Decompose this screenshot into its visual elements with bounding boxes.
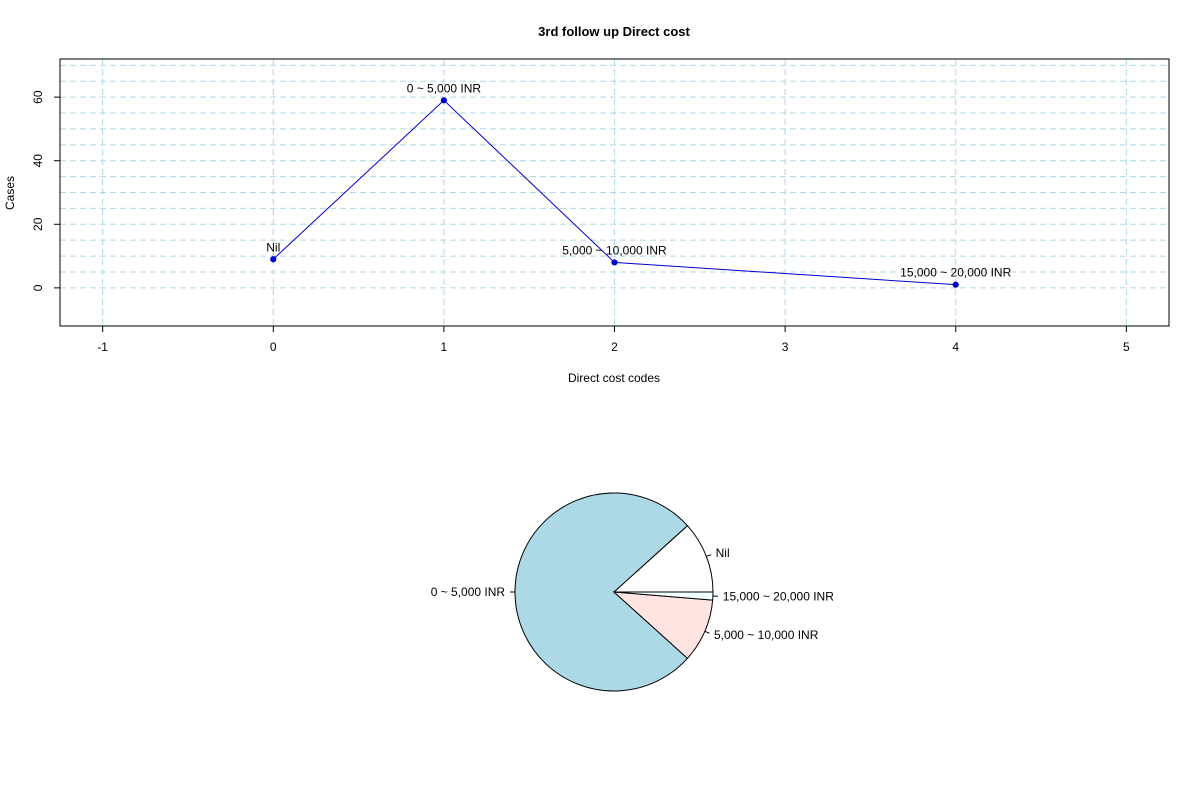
grid (60, 59, 1169, 326)
x-tick-label: 5 (1123, 340, 1130, 354)
pie-label: Nil (716, 546, 730, 560)
data-label: 0 ~ 5,000 INR (407, 81, 482, 95)
pie-slice (612, 524, 714, 593)
data-label: 15,000 ~ 20,000 INR (900, 266, 1011, 280)
data-point (952, 281, 959, 288)
x-tick-label: 3 (782, 340, 789, 354)
pie-label: 0 ~ 5,000 INR (431, 585, 506, 599)
x-tick-label: 1 (441, 340, 448, 354)
data-label: 5,000 ~ 10,000 INR (562, 243, 667, 257)
series-cases: Nil 0 ~ 5,000 INR 5,000 ~ 10,000 INR 15,000… (266, 81, 1012, 288)
data-point (611, 259, 618, 266)
x-tick-label: 2 (611, 340, 618, 354)
x-axis-label: Direct cost codes (568, 371, 660, 385)
x-tick-label: 0 (270, 340, 277, 354)
y-tick-label: 0 (31, 284, 45, 291)
chart-title: 3rd follow up Direct cost (538, 24, 690, 39)
x-axis: -1 0 1 2 3 4 5 (97, 326, 1130, 354)
data-label: Nil (266, 240, 280, 254)
pie-chart: Nil 0 ~ 5,000 INR 5,000 ~ 10,000 INR 15,000… (431, 492, 834, 692)
y-axis-label: Cases (3, 176, 17, 210)
series-line (272, 99, 956, 286)
pie-leader-line (706, 554, 712, 557)
y-tick-label: 40 (31, 154, 45, 168)
pie-label: 5,000 ~ 10,000 INR (714, 628, 819, 642)
x-tick-label: 4 (952, 340, 959, 354)
line-chart: -1 0 1 2 3 4 5 0 20 40 60 Direct cost codes Cases… (3, 58, 1170, 385)
y-tick-label: 20 (31, 217, 45, 231)
y-axis: 0 20 40 60 (31, 90, 60, 291)
pie-label: 15,000 ~ 20,000 INR (723, 589, 834, 603)
data-point (270, 256, 277, 263)
pie-leader-line (704, 630, 710, 634)
x-tick-label: -1 (97, 340, 108, 354)
data-point (440, 97, 447, 104)
y-tick-label: 60 (31, 90, 45, 104)
